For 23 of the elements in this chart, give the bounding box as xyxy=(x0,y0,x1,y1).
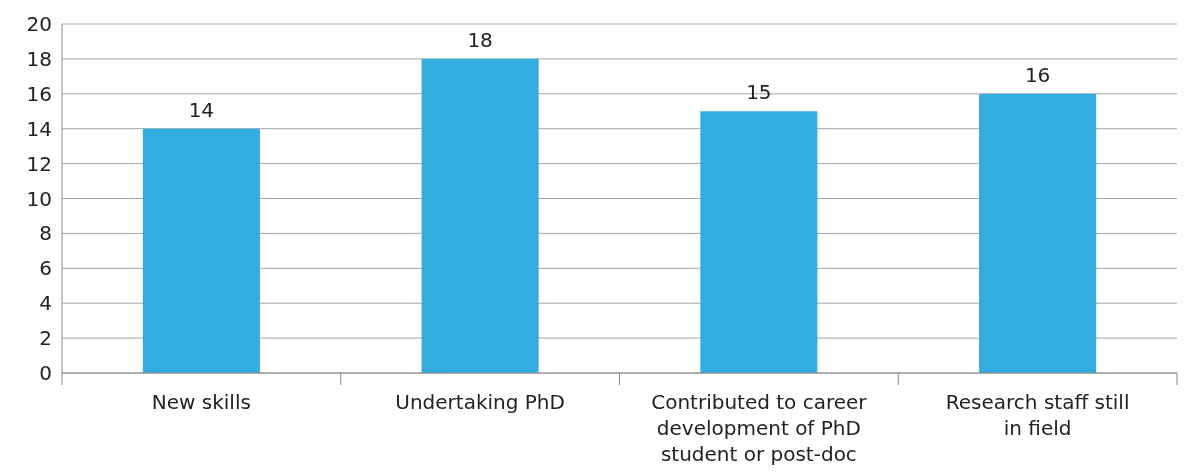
bar xyxy=(142,128,260,373)
y-tick-label: 6 xyxy=(39,256,52,281)
x-tick-label: Undertaking PhD xyxy=(395,390,565,414)
data-label: 14 xyxy=(188,97,215,122)
y-tick-label: 20 xyxy=(26,12,52,36)
x-tick-label: New skills xyxy=(151,390,251,414)
x-tick-label: Research staff still in field xyxy=(945,390,1130,440)
y-tick-label: 8 xyxy=(39,221,52,246)
x-tick-label: Contributed to career development of PhD student or post-doc xyxy=(651,390,868,466)
data-label: 15 xyxy=(746,80,772,105)
bar xyxy=(979,93,1097,373)
y-tick-label: 2 xyxy=(39,326,52,351)
y-tick-label: 4 xyxy=(39,291,52,316)
y-tick-label: 14 xyxy=(26,116,52,141)
data-label: 18 xyxy=(467,27,493,52)
data-label: 16 xyxy=(1024,62,1051,87)
y-tick-label: 10 xyxy=(26,186,52,211)
y-tick-label: 16 xyxy=(26,81,52,106)
bar xyxy=(700,111,818,373)
y-tick-label: 18 xyxy=(26,46,52,71)
y-tick-label: 12 xyxy=(26,151,52,176)
bar xyxy=(421,58,539,373)
y-tick-label: 0 xyxy=(39,361,52,385)
